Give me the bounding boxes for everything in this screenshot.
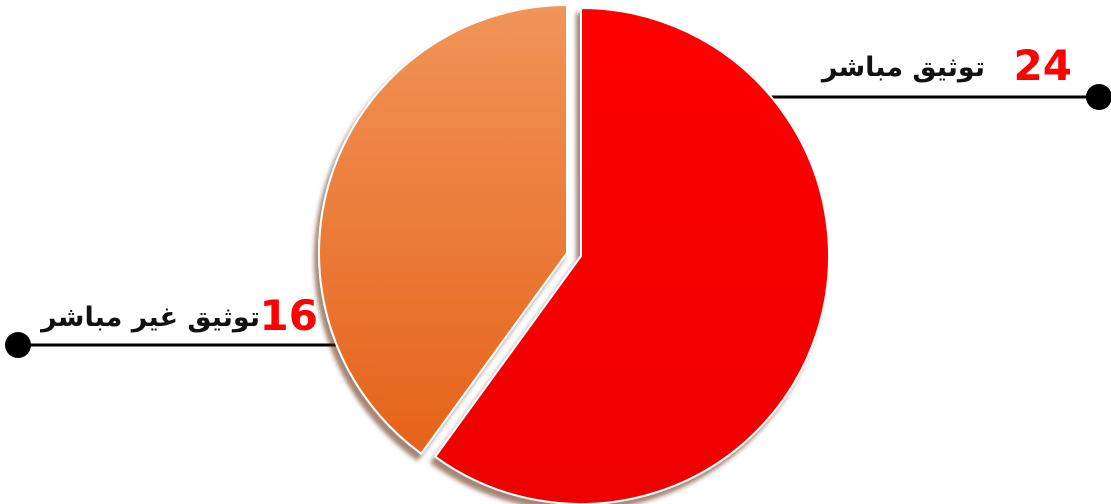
callout-dot-indirect <box>5 332 31 358</box>
callout-direct <box>765 84 1111 110</box>
value-label-direct: 24 <box>1014 41 1072 90</box>
label-direct: 24 توثيق مباشر <box>820 41 1072 90</box>
pie-slices <box>318 3 830 504</box>
callout-dot-direct <box>1086 84 1111 110</box>
slice-label-direct: توثيق مباشر <box>820 52 985 83</box>
slice-label-indirect: توثيق غير مباشر <box>39 302 260 333</box>
callout-indirect <box>5 332 346 358</box>
slice-direct <box>433 6 830 504</box>
label-indirect: 16 توثيق غير مباشر <box>39 291 318 340</box>
value-label-indirect: 16 <box>260 291 318 340</box>
slice-indirect <box>318 3 568 456</box>
